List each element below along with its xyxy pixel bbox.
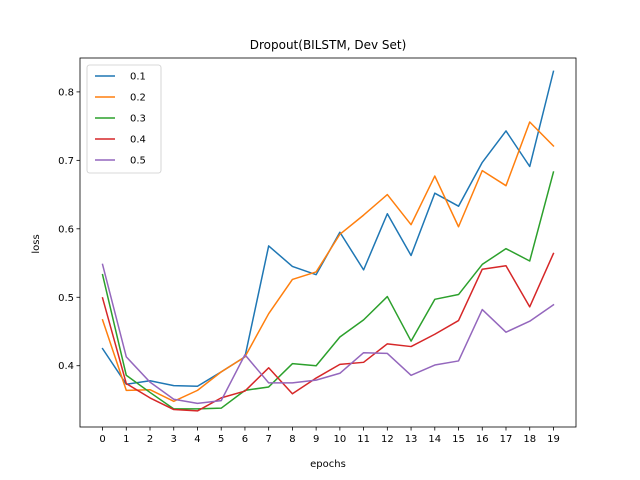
x-tick-label: 14 bbox=[428, 434, 441, 445]
x-tick-label: 16 bbox=[476, 434, 489, 445]
x-tick-label: 11 bbox=[357, 434, 370, 445]
legend-label-0.5: 0.5 bbox=[130, 156, 146, 167]
x-tick-label: 8 bbox=[289, 434, 295, 445]
x-tick-label: 12 bbox=[381, 434, 394, 445]
plot-background bbox=[80, 58, 576, 427]
x-tick-label: 19 bbox=[547, 434, 560, 445]
legend-label-0.4: 0.4 bbox=[130, 135, 146, 146]
legend: 0.1 0.2 0.3 0.4 0.5 bbox=[86, 64, 162, 174]
x-tick-label: 17 bbox=[500, 434, 513, 445]
y-tick-label: 0.5 bbox=[58, 293, 74, 304]
plot-area bbox=[80, 58, 576, 427]
y-tick-label: 0.8 bbox=[58, 87, 74, 98]
x-tick-label: 9 bbox=[313, 434, 319, 445]
series-line-0.5 bbox=[101, 263, 555, 405]
legend-label-0.3: 0.3 bbox=[130, 114, 146, 125]
series-line-0.4 bbox=[101, 252, 555, 412]
x-tick-label: 2 bbox=[147, 434, 153, 445]
legend-label-0.1: 0.1 bbox=[130, 72, 146, 83]
axes-frame bbox=[79, 57, 577, 428]
x-tick-label: 4 bbox=[194, 434, 200, 445]
x-tick-label: 1 bbox=[123, 434, 129, 445]
x-tick-label: 15 bbox=[452, 434, 465, 445]
x-tick-label: 0 bbox=[99, 434, 105, 445]
y-tick-label: 0.7 bbox=[58, 156, 74, 167]
x-axis-label: epochs bbox=[310, 459, 346, 470]
x-tick-label: 10 bbox=[333, 434, 346, 445]
x-tick-label: 5 bbox=[218, 434, 224, 445]
chart-title: Dropout(BILSTM, Dev Set) bbox=[250, 38, 407, 52]
axes-layer: 0 1 2 3 4 5 6 7 8 9 10 11 12 13 14 15 16 17 18 190.40.50.60… bbox=[58, 57, 577, 445]
series-line-0.3 bbox=[101, 171, 555, 410]
x-tick-label: 7 bbox=[265, 434, 271, 445]
legend-label-0.2: 0.2 bbox=[130, 93, 146, 104]
y-tick-label: 0.6 bbox=[58, 224, 74, 235]
x-tick-label: 13 bbox=[405, 434, 418, 445]
x-tick-label: 6 bbox=[242, 434, 248, 445]
x-tick-label: 18 bbox=[523, 434, 536, 445]
y-axis-label: loss bbox=[31, 234, 42, 253]
series-layer bbox=[101, 70, 555, 412]
x-tick-label: 3 bbox=[171, 434, 177, 445]
legend-frame bbox=[86, 64, 162, 174]
y-tick-label: 0.4 bbox=[58, 361, 74, 372]
